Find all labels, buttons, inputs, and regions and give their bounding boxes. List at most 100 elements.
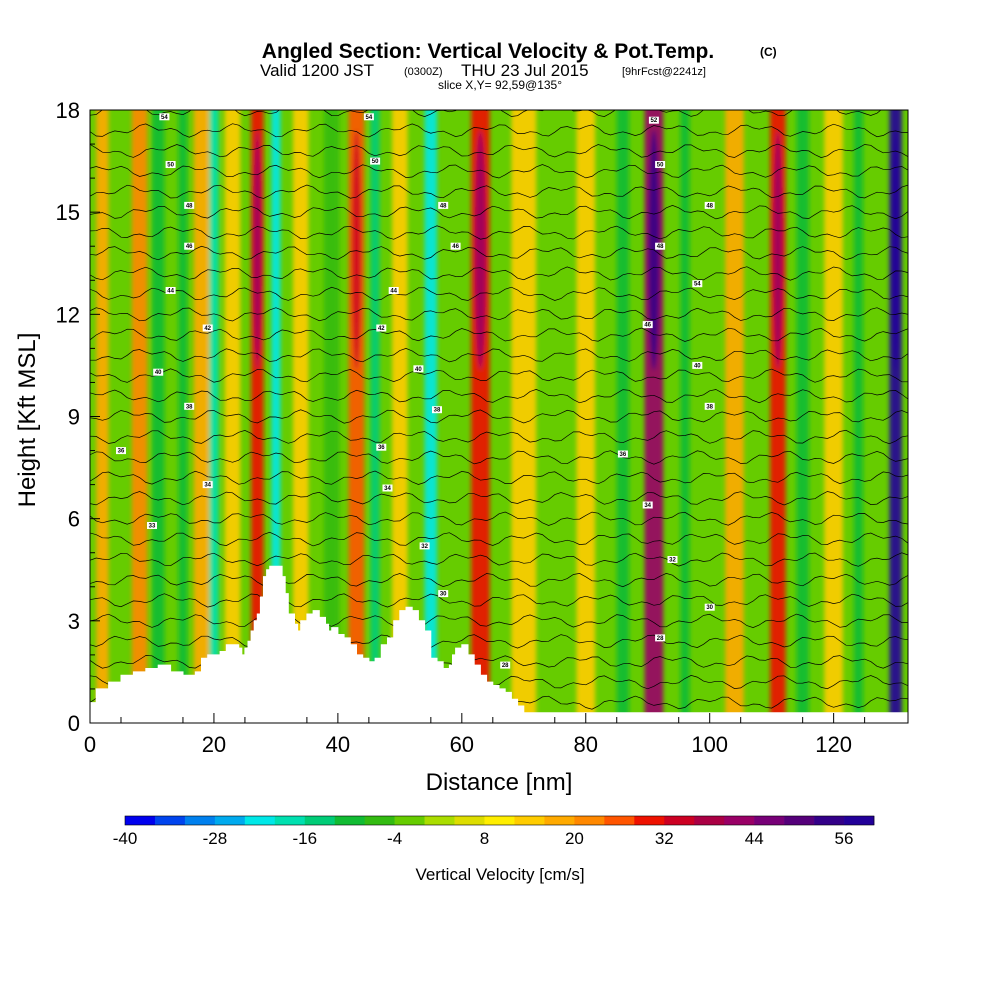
- colorbar-tick-label: 32: [655, 829, 674, 848]
- colorbar-swatch: [244, 816, 276, 825]
- velocity-band: [152, 110, 165, 723]
- contour-label: 42: [376, 324, 387, 332]
- theta-contour-line: [90, 123, 908, 138]
- theta-contour-line: [90, 327, 908, 342]
- colorbar-tick-label: -40: [113, 829, 138, 848]
- y-tick-label: 18: [56, 98, 80, 123]
- contour-label-text: 54: [161, 115, 168, 121]
- contour-label-bg: [419, 542, 430, 550]
- velocity-core: [253, 130, 261, 370]
- colorbar: -40 -28 -16 -4 8 20 32 44 56: [113, 815, 875, 848]
- velocity-band: [424, 110, 437, 723]
- theta-contour-line: [90, 245, 908, 261]
- plot-area: 54 50 48 46 44 42 40 38 36 34 33 54 50 48 46 44 42 40 38 36…: [90, 110, 908, 723]
- contour-label: 48: [655, 242, 666, 250]
- contour-label-text: 34: [204, 483, 211, 489]
- contour-label-text: 34: [644, 503, 651, 509]
- contour-label-bg: [438, 590, 449, 598]
- colorbar-swatch: [694, 816, 725, 825]
- velocity-band: [616, 110, 630, 723]
- velocity-field: [96, 110, 902, 723]
- contour-label-text: 36: [378, 445, 385, 451]
- contour-label-text: 52: [651, 118, 658, 124]
- contour-label: 44: [388, 287, 399, 295]
- contour-label-text: 40: [694, 363, 701, 369]
- contour-label: 52: [648, 116, 659, 124]
- colorbar-swatch: [844, 816, 875, 825]
- contour-label: 46: [184, 242, 195, 250]
- contour-label-bg: [655, 242, 666, 250]
- contour-label: 36: [617, 450, 628, 458]
- colorbar-swatch: [184, 816, 216, 825]
- colorbar-frame: [124, 815, 875, 826]
- contour-label-bg: [704, 402, 715, 410]
- x-tick-label: 40: [326, 732, 350, 757]
- velocity-band: [680, 110, 690, 723]
- contour-label-text: 48: [706, 203, 713, 209]
- contour-label-bg: [648, 116, 659, 124]
- velocity-band: [853, 110, 864, 723]
- velocity-core: [474, 130, 486, 370]
- contour-label-bg: [642, 501, 653, 509]
- contour-label-bg: [692, 361, 703, 369]
- contour-label-bg: [184, 201, 195, 209]
- contour-label-bg: [413, 365, 424, 373]
- colorbar-tick-label: 56: [835, 829, 854, 848]
- x-tick-label: 120: [815, 732, 852, 757]
- forecast-info: [9hrFcst@2241z]: [622, 66, 706, 78]
- velocity-band: [293, 110, 309, 723]
- contour-label-text: 30: [440, 592, 447, 598]
- contour-label-bg: [165, 161, 176, 168]
- contour-label-text: 50: [372, 159, 379, 165]
- theta-contour-line: [90, 348, 908, 363]
- valid-time-zulu: (0300Z): [404, 66, 443, 78]
- contour-label-text: 54: [366, 115, 373, 121]
- contour-label-text: 48: [440, 203, 447, 209]
- contour-label-text: 46: [186, 244, 193, 250]
- colorbar-swatch: [334, 816, 365, 825]
- y-tick-label: 6: [68, 507, 80, 532]
- y-axis-label: Height [Kft MSL]: [14, 333, 41, 508]
- y-tick-label: 3: [68, 609, 80, 634]
- theta-contour-line: [90, 593, 908, 608]
- contour-label: 42: [202, 324, 213, 332]
- contour-label-bg: [642, 321, 653, 329]
- y-tick-label: 9: [68, 405, 80, 430]
- x-tick-label: 60: [450, 732, 474, 757]
- y-tick-label: 12: [56, 302, 80, 327]
- velocity-band: [725, 110, 744, 723]
- contour-label: 40: [692, 361, 703, 369]
- contour-label: 48: [438, 201, 449, 209]
- contour-label-bg: [116, 447, 126, 455]
- contour-label-text: 38: [186, 404, 193, 410]
- colorbar-swatch: [125, 816, 156, 825]
- contour-label-bg: [202, 324, 213, 332]
- contour-label-bg: [500, 661, 511, 669]
- colorbar-tick-label: -16: [293, 829, 318, 848]
- velocity-band: [178, 110, 188, 723]
- theta-contour-line: [90, 491, 908, 506]
- theta-contour-line: [90, 225, 908, 240]
- chart-title-units: (C): [760, 45, 777, 59]
- contour-label-text: 38: [706, 404, 713, 410]
- contour-label: 28: [500, 661, 511, 669]
- contour-label-text: 46: [452, 244, 459, 250]
- contour-label-text: 46: [644, 323, 651, 329]
- contour-label: 46: [450, 242, 461, 250]
- contour-label-text: 34: [384, 486, 391, 492]
- colorbar-tick-label: 20: [565, 829, 584, 848]
- colorbar-swatch: [214, 816, 246, 825]
- velocity-band: [576, 110, 596, 723]
- contour-label: 50: [370, 157, 381, 165]
- contour-label-text: 28: [657, 636, 664, 642]
- theta-contour-line: [90, 205, 908, 220]
- velocity-band: [96, 110, 109, 723]
- velocity-band: [796, 110, 809, 723]
- contour-label: 32: [419, 542, 430, 550]
- colorbar-swatch: [154, 816, 186, 825]
- velocity-band: [370, 110, 380, 723]
- velocity-band: [824, 110, 843, 723]
- contour-label-bg: [655, 634, 666, 642]
- theta-contour-line: [90, 266, 908, 281]
